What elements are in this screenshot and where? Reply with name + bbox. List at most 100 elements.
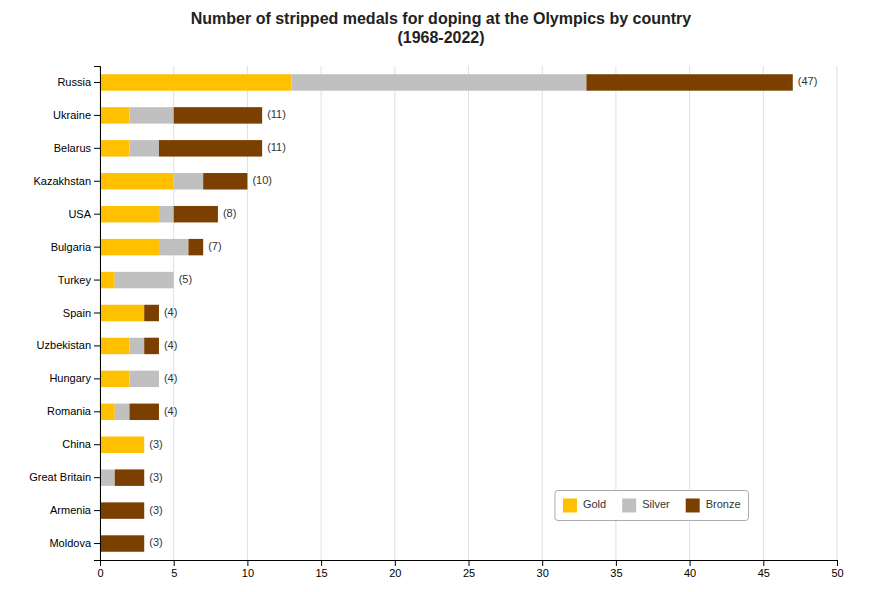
tick-mark [469,560,470,566]
axis-line [101,561,838,567]
tick-label: Kazakhstan [34,175,91,187]
tick-mark [94,345,100,346]
tick: Uzbekistan [37,339,100,351]
tick-mark [174,560,175,566]
bar [100,272,115,288]
bar [100,206,159,222]
series [100,74,586,486]
tick-label: Romania [47,405,92,417]
grid-line [615,66,616,560]
grid-line [763,66,764,560]
tick: Turkey [58,274,100,286]
tick-mark [94,115,100,116]
tick-label: Ukraine [53,109,91,121]
bar [159,140,262,156]
total-label: (3) [149,471,162,483]
bar [100,239,159,255]
tick: 5 [171,560,177,579]
tick-mark [616,560,617,566]
tick-mark [763,560,764,566]
bar [100,173,174,189]
tick: 35 [610,560,622,579]
tick: Armenia [50,504,100,516]
grid-line [542,66,543,560]
total-label: (47) [798,75,818,87]
tick-label: 0 [97,567,103,579]
tick-mark [94,181,100,182]
tick-label: 45 [758,567,770,579]
tick: 40 [684,560,696,579]
legend-box [555,490,749,520]
bar [100,305,144,321]
bar [292,74,587,90]
legend-item: Gold [563,498,606,512]
tick-label: Belarus [54,142,92,154]
tick-mark [94,444,100,445]
tick-mark [94,280,100,281]
tick-label: 10 [242,567,254,579]
tick-label: 40 [684,567,696,579]
tick: Great Britain [29,471,100,483]
bar [174,107,262,123]
tick: USA [68,208,100,220]
tick-mark [94,214,100,215]
grid-line [837,66,838,560]
tick-label: 15 [315,567,327,579]
tick-mark [94,313,100,314]
bar [129,404,158,420]
x-axis: 05101520253035404550 [97,560,843,579]
bar [100,74,292,90]
total-label: (11) [267,141,286,153]
legend-item: Bronze [686,498,741,512]
legend-swatch [563,498,577,512]
total-label: (4) [164,339,177,351]
tick: 30 [537,560,549,579]
grid-line [689,66,690,560]
grid [100,66,837,560]
bar [100,107,129,123]
grid-line [394,66,395,560]
tick-label: 50 [831,567,843,579]
bar [144,338,159,354]
tick-label: 5 [171,567,177,579]
tick: 0 [97,560,103,579]
series [100,74,292,453]
legend: GoldSilverBronze [555,490,749,520]
legend-swatch [622,498,636,512]
tick: Bulgaria [51,241,100,253]
bar [100,404,115,420]
bar [129,107,173,123]
bar [173,272,174,288]
tick-mark [321,560,322,566]
tick-mark [837,560,838,566]
bar [158,371,159,387]
total-label: (4) [164,372,177,384]
legend-swatch [686,498,700,512]
total-label: (3) [149,438,162,450]
bar [129,338,144,354]
bar [100,338,129,354]
tick: 50 [831,560,843,579]
tick-label: Turkey [58,274,92,286]
bars [100,74,793,552]
total-label: (5) [179,273,192,285]
series [100,74,793,552]
tick: Russia [57,76,100,88]
tick: Ukraine [53,109,100,121]
grid-line [321,66,322,560]
total-label: (4) [164,405,177,417]
legend-label: Gold [583,498,606,510]
bar [100,140,129,156]
tick: 45 [758,560,770,579]
tick-mark [94,82,100,83]
total-label: (3) [149,504,162,516]
background [0,0,882,592]
total-label: (3) [149,536,162,548]
tick: Belarus [54,142,100,154]
tick: Spain [63,307,100,319]
tick-mark [94,247,100,248]
tick: 10 [242,560,254,579]
bar [100,502,144,518]
tick-mark [247,560,248,566]
tick: China [62,438,100,450]
